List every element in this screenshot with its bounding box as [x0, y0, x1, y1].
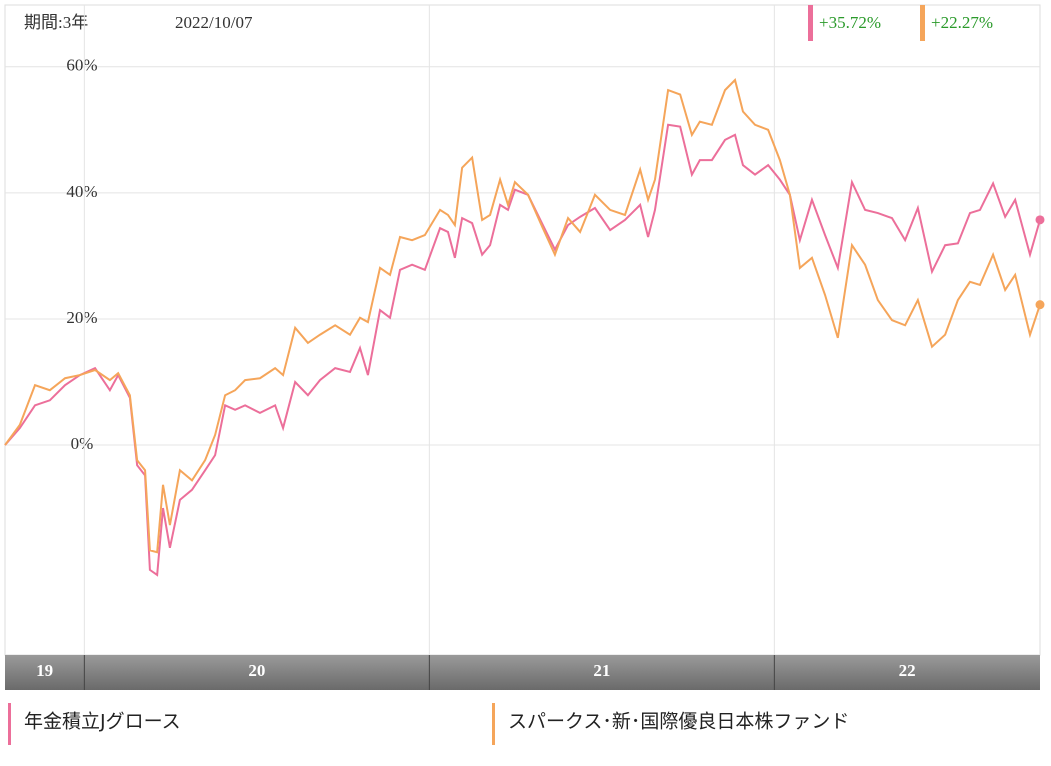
- y-tick-label: 60%: [66, 56, 97, 75]
- x-axis-band: [5, 655, 1040, 690]
- summary-value: +22.27%: [931, 13, 993, 32]
- plot-area: [4, 4, 1041, 656]
- x-tick-label: 20: [248, 661, 265, 680]
- legend-label: 年金積立Jグロース: [24, 711, 181, 733]
- series-line: [4, 123, 1041, 577]
- summary-value: +35.72%: [819, 13, 881, 32]
- period-label: 期間:3年: [24, 13, 88, 32]
- legend-swatch: [8, 703, 11, 745]
- x-tick-label: 19: [36, 661, 53, 680]
- end-point: [1035, 300, 1045, 310]
- legend-label: スパークス･新･国際優良日本株ファンド: [508, 711, 849, 733]
- x-tick-label: 21: [593, 661, 610, 680]
- summary-swatch: [808, 5, 813, 41]
- series-line: [4, 78, 1041, 554]
- legend-swatch: [492, 703, 495, 745]
- summary-swatch: [920, 5, 925, 41]
- end-point: [1035, 215, 1045, 225]
- y-tick-label: 20%: [66, 308, 97, 327]
- y-tick-label: 0%: [71, 434, 94, 453]
- y-tick-label: 40%: [66, 182, 97, 201]
- x-tick-label: 22: [899, 661, 916, 680]
- date-label: 2022/10/07: [175, 13, 253, 32]
